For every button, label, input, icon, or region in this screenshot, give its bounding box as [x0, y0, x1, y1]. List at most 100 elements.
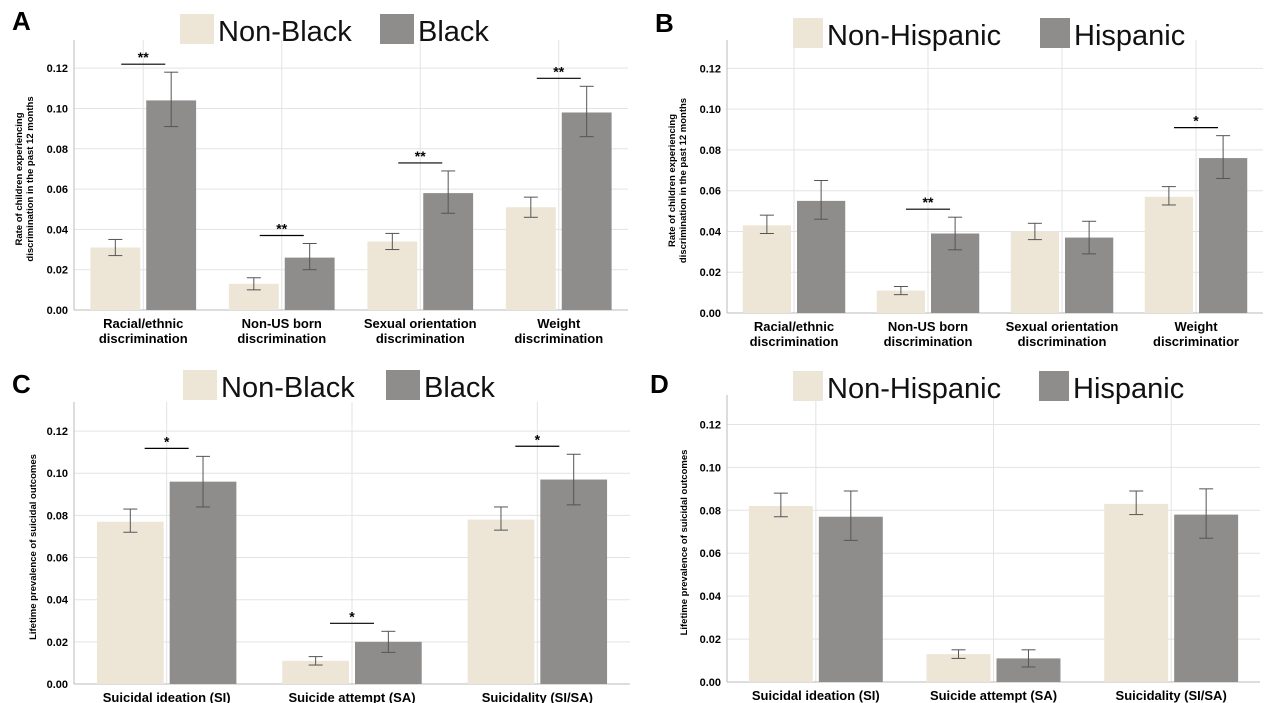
x-category-label: discrimination: [884, 334, 973, 349]
y-tick-label: 0.00: [47, 679, 68, 691]
y-tick-label: 0.12: [700, 63, 721, 75]
y-tick-label: 0.00: [47, 305, 68, 317]
bar-hispanic: [1199, 158, 1248, 313]
x-category-label: Suicidality (SI/SA): [482, 690, 593, 703]
bar-non-hispanic: [742, 225, 791, 313]
y-tick-label: 0.12: [47, 63, 68, 75]
panel-letter: D: [650, 369, 669, 399]
panel-b: 0.00 0.02 0.04 0.06 0.08 0.10 0.12 Racial/ethni…: [655, 8, 1263, 349]
x-category-label: Suicide attempt (SA): [288, 690, 415, 703]
y-tick-label: 0.04: [47, 595, 69, 607]
legend-label: Hispanic: [1073, 373, 1184, 405]
x-category-label: Racial/ethnic: [754, 319, 834, 334]
significance-marker: **: [415, 148, 426, 164]
x-category-label: discrimination: [237, 331, 326, 346]
panel-c: 0.00 0.02 0.04 0.06 0.08 0.10 0.12 * Suicidal id…: [12, 369, 630, 703]
x-category-label: Weight: [1174, 319, 1218, 334]
y-axis-label: Rate of children experiencing: [667, 114, 678, 247]
x-category-label: discrimination: [750, 334, 839, 349]
y-tick-label: 0.10: [47, 468, 68, 480]
legend-label: Non-Black: [218, 16, 352, 48]
y-axis-label: discrimination in the past 12 months: [678, 98, 689, 263]
legend-label: Hispanic: [1074, 20, 1185, 52]
legend-swatch: [793, 371, 823, 401]
y-axis-label: discrimination in the past 12 months: [25, 96, 36, 261]
y-axis-label: Lifetime prevalence of suicidal outcomes: [679, 450, 690, 636]
y-tick-label: 0.10: [700, 104, 721, 116]
legend-swatch: [180, 14, 214, 44]
legend-label: Non-Hispanic: [827, 20, 1001, 52]
significance-marker: **: [553, 63, 564, 79]
y-axis-label: Lifetime prevalence of suicidal outcomes: [28, 454, 39, 640]
x-category-label: Sexual orientation: [1006, 319, 1119, 334]
y-tick-label: 0.08: [47, 144, 68, 156]
bar-non-hispanic: [1144, 196, 1193, 313]
bar-black: [169, 481, 237, 684]
y-tick-label: 0.02: [700, 634, 721, 646]
x-category-label: discrimination: [99, 331, 188, 346]
y-tick-label: 0.04: [700, 591, 722, 603]
y-tick-label: 0.06: [700, 548, 721, 560]
bar-non-hispanic: [876, 290, 925, 313]
bar-non-hispanic: [1010, 231, 1059, 313]
panel-d: 0.00 0.02 0.04 0.06 0.08 0.10 0.12 Suicidal ide…: [650, 369, 1260, 703]
legend-swatch: [1040, 18, 1070, 48]
legend-swatch: [380, 14, 414, 44]
y-tick-label: 0.08: [700, 145, 721, 157]
legend-swatch: [183, 370, 217, 400]
bar-non-black: [90, 247, 141, 310]
bar-black: [146, 100, 197, 311]
bar-non-hispanic: [748, 506, 813, 682]
x-category-label: Non-US born: [242, 316, 322, 331]
x-category-label: Suicidal ideation (SI): [752, 688, 880, 703]
y-tick-label: 0.00: [700, 308, 721, 320]
x-category-label: Sexual orientation: [364, 316, 477, 331]
y-tick-label: 0.06: [47, 553, 68, 565]
x-category-label: Racial/ethnic: [103, 316, 183, 331]
legend-swatch: [386, 370, 420, 400]
x-category-label: discrimination: [376, 331, 465, 346]
legend-swatch: [793, 18, 823, 48]
y-tick-label: 0.10: [47, 103, 68, 115]
legend-label: Non-Black: [221, 372, 355, 404]
significance-marker: *: [164, 433, 170, 449]
bar-non-black: [467, 519, 535, 684]
x-category-label: Weight: [537, 316, 581, 331]
x-category-label: Suicide attempt (SA): [930, 688, 1057, 703]
bar-non-black: [282, 660, 349, 684]
x-category-label: Non-US born: [888, 319, 968, 334]
y-tick-label: 0.00: [700, 677, 721, 689]
y-tick-label: 0.02: [700, 267, 721, 279]
y-tick-label: 0.06: [47, 184, 68, 196]
significance-marker: **: [276, 220, 287, 236]
bar-non-black: [96, 521, 164, 684]
significance-marker: *: [1193, 113, 1199, 129]
bar-non-black: [505, 207, 556, 310]
y-tick-label: 0.10: [700, 462, 721, 474]
bar-hispanic: [818, 516, 883, 682]
significance-marker: **: [138, 49, 149, 65]
y-tick-label: 0.08: [47, 510, 68, 522]
legend-label: Black: [424, 372, 495, 404]
legend-swatch: [1039, 371, 1069, 401]
y-tick-label: 0.02: [47, 637, 68, 649]
significance-marker: **: [923, 194, 934, 210]
x-category-label: discrimination: [1018, 334, 1107, 349]
panel-letter: C: [12, 369, 31, 399]
legend-label: Black: [418, 16, 489, 48]
x-category-label: discriminatior: [1153, 334, 1239, 349]
x-category-label: discrimination: [514, 331, 603, 346]
bar-hispanic: [1174, 514, 1239, 682]
legend-label: Non-Hispanic: [827, 373, 1001, 405]
bar-black: [561, 112, 612, 310]
panel-a: 0.00 0.02 0.04 0.06 0.08 0.10 0.12 ** Racial/eth…: [12, 6, 628, 346]
panel-letter: B: [655, 8, 674, 38]
y-tick-label: 0.08: [700, 505, 721, 517]
y-axis-label: Rate of children experiencing: [14, 112, 25, 245]
bar-non-hispanic: [1104, 503, 1169, 682]
bar-hispanic: [996, 658, 1061, 682]
y-tick-label: 0.06: [700, 186, 721, 198]
x-category-label: Suicidal ideation (SI): [103, 690, 231, 703]
significance-marker: *: [535, 431, 541, 447]
